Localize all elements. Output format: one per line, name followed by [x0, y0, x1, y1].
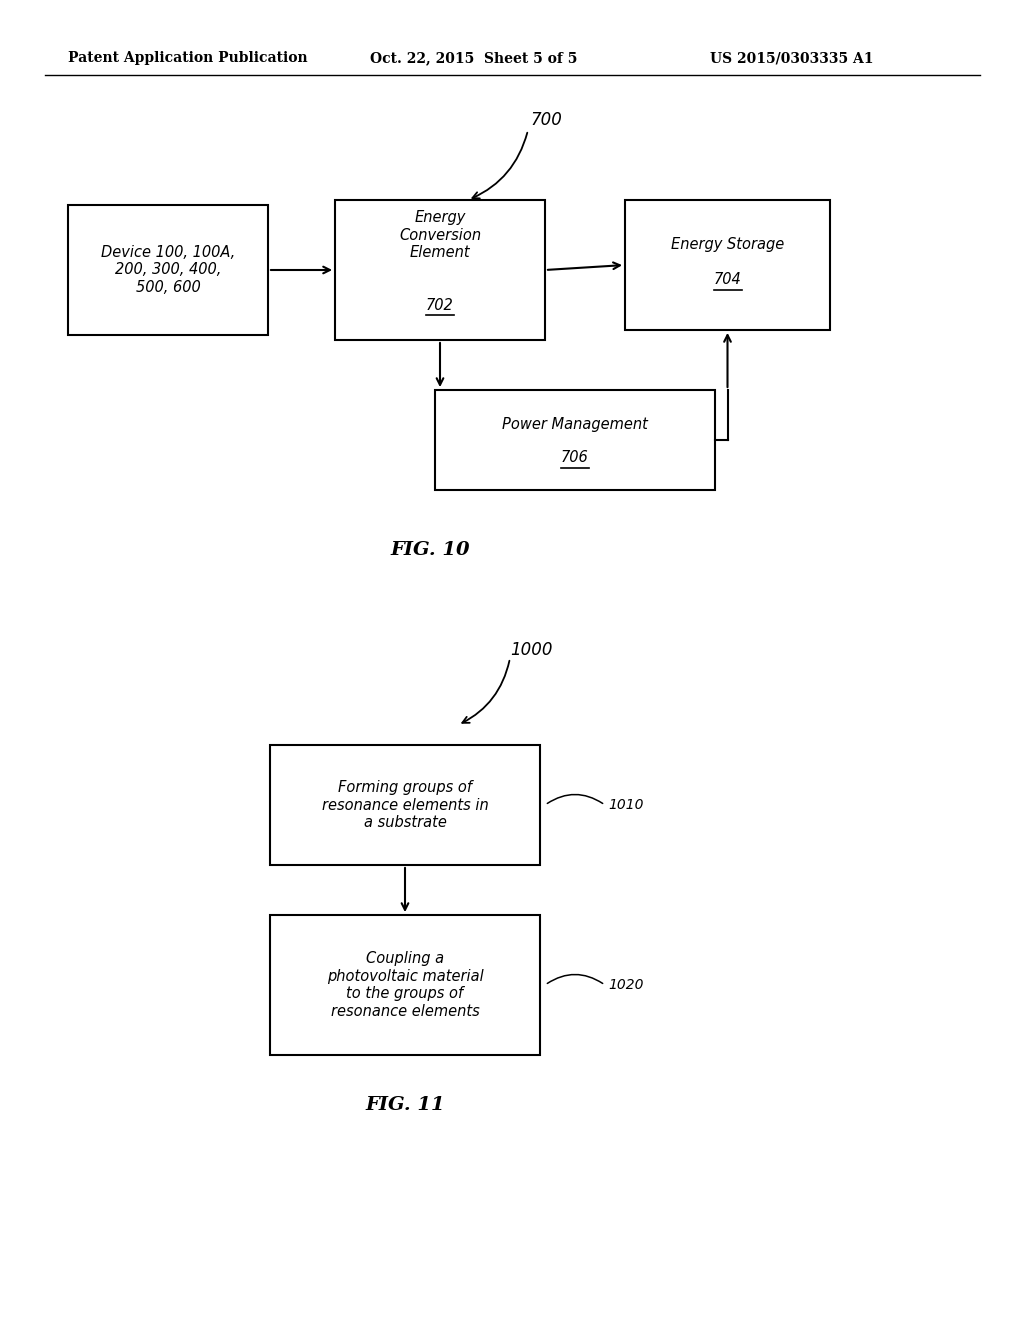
Text: Power Management: Power Management	[502, 417, 648, 433]
Bar	[625, 201, 830, 330]
Bar	[435, 389, 715, 490]
Bar	[270, 744, 540, 865]
Text: 1000: 1000	[510, 642, 553, 659]
Bar	[335, 201, 545, 341]
Text: 700: 700	[530, 111, 562, 129]
Text: Energy Storage: Energy Storage	[671, 238, 784, 252]
Text: Patent Application Publication: Patent Application Publication	[68, 51, 307, 65]
Text: 706: 706	[561, 450, 589, 466]
Text: 704: 704	[714, 272, 741, 288]
Text: Device 100, 100A,
200, 300, 400,
500, 600: Device 100, 100A, 200, 300, 400, 500, 60…	[101, 246, 236, 294]
Text: 1020: 1020	[608, 978, 643, 993]
Text: Forming groups of
resonance elements in
a substrate: Forming groups of resonance elements in …	[322, 780, 488, 830]
Text: Oct. 22, 2015  Sheet 5 of 5: Oct. 22, 2015 Sheet 5 of 5	[370, 51, 578, 65]
Text: 1010: 1010	[608, 799, 643, 812]
Text: 702: 702	[426, 297, 454, 313]
Text: Energy
Conversion
Element: Energy Conversion Element	[399, 210, 481, 260]
Text: Coupling a
photovoltaic material
to the groups of
resonance elements: Coupling a photovoltaic material to the …	[327, 952, 483, 1019]
Text: US 2015/0303335 A1: US 2015/0303335 A1	[710, 51, 873, 65]
Text: FIG. 11: FIG. 11	[366, 1096, 444, 1114]
Text: FIG. 10: FIG. 10	[390, 541, 470, 558]
Bar	[68, 205, 268, 335]
Bar	[270, 915, 540, 1055]
